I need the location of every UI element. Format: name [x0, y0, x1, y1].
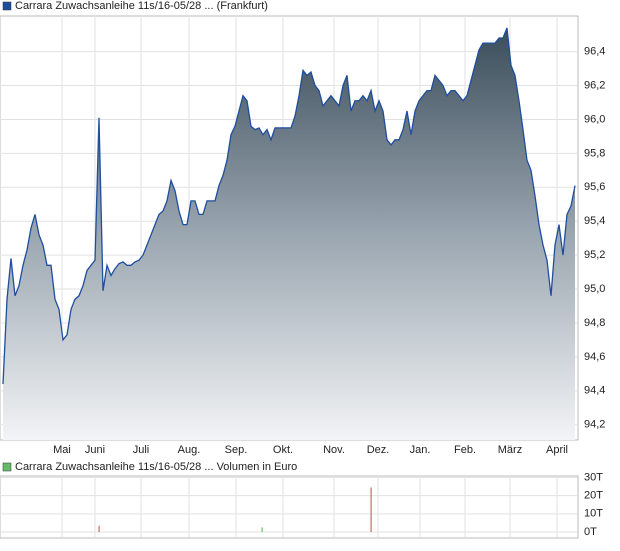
x-tick-label: Okt. [273, 444, 293, 456]
legend-title: Carrara Zuwachsanleihe 11s/16-05/28 ... … [15, 0, 268, 12]
y-tick-label: 95,0 [584, 283, 605, 295]
y-tick-label: 96,0 [584, 113, 605, 125]
price-line [2, 27, 576, 385]
volume-bar [261, 527, 263, 532]
y-tick-label: 95,8 [584, 147, 605, 159]
y-tick-label: 95,4 [584, 215, 605, 227]
x-tick-label: März [498, 444, 522, 456]
y-tick-label: 96,4 [584, 46, 605, 58]
x-tick-label: Jan. [410, 444, 431, 456]
x-tick-label: Sep. [225, 444, 248, 456]
volume-bar [98, 525, 100, 532]
x-tick-label: Dez. [367, 444, 390, 456]
legend-title: Carrara Zuwachsanleihe 11s/16-05/28 ... … [15, 461, 297, 473]
volume-bar [370, 487, 372, 532]
x-tick-label: Aug. [178, 444, 201, 456]
x-tick-label: Feb. [454, 444, 476, 456]
legend-swatch [2, 1, 12, 11]
plot-frame [0, 475, 579, 539]
x-tick-label: Nov. [323, 444, 345, 456]
y-tick-label: 10T [584, 508, 603, 520]
y-tick-label: 95,2 [584, 249, 605, 261]
y-tick-label: 20T [584, 490, 603, 502]
x-tick-label: Mai [53, 444, 71, 456]
legend-swatch [2, 462, 12, 472]
y-tick-label: 30T [584, 471, 603, 483]
y-tick-label: 95,6 [584, 181, 605, 193]
price-area [3, 27, 575, 441]
x-tick-label: April [546, 444, 568, 456]
y-tick-label: 94,4 [584, 385, 605, 397]
y-tick-label: 0T [584, 526, 597, 538]
y-tick-label: 94,8 [584, 317, 605, 329]
x-tick-label: Juli [133, 444, 150, 456]
x-tick-label: Juni [85, 444, 105, 456]
y-tick-label: 96,2 [584, 79, 605, 91]
y-tick-label: 94,2 [584, 419, 605, 431]
y-tick-label: 94,6 [584, 351, 605, 363]
